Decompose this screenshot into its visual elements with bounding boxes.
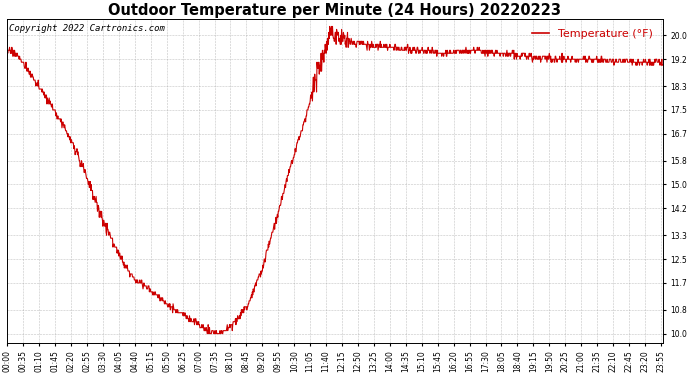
Legend: Temperature (°F): Temperature (°F): [528, 24, 657, 44]
Text: Copyright 2022 Cartronics.com: Copyright 2022 Cartronics.com: [8, 24, 164, 33]
Title: Outdoor Temperature per Minute (24 Hours) 20220223: Outdoor Temperature per Minute (24 Hours…: [108, 3, 562, 18]
